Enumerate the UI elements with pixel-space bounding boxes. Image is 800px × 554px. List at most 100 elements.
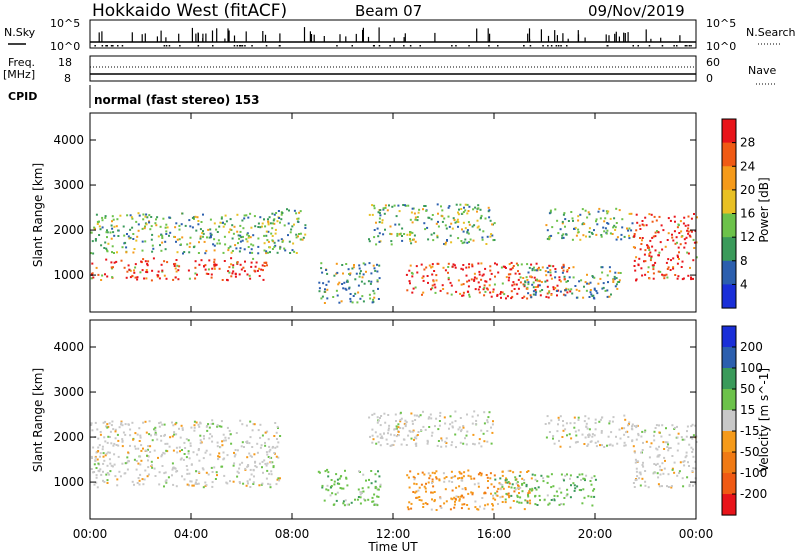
scatter-cell (415, 265, 418, 268)
scatter-cell (546, 229, 549, 232)
scatter-cell (578, 289, 581, 292)
scatter-cell (633, 233, 636, 235)
scatter-cell (481, 236, 484, 239)
scatter-cell (253, 475, 255, 478)
scatter-cell (488, 209, 491, 212)
scatter-cell (588, 296, 591, 298)
scatter-cell (245, 238, 248, 241)
scatter-cell (476, 210, 478, 213)
scatter-cell (196, 216, 199, 219)
scatter-cell (352, 295, 355, 297)
scatter-cell (516, 494, 519, 497)
scatter-cell (384, 204, 387, 207)
scatter-cell (104, 420, 107, 423)
scatter-cell (431, 491, 434, 494)
scatter-cell (239, 230, 242, 233)
scatter-cell (475, 277, 478, 280)
scatter-cell (486, 421, 489, 424)
scatter-cell (127, 451, 130, 454)
scatter-cell (508, 494, 511, 497)
scatter-cell (684, 456, 687, 459)
scatter-cell (124, 423, 127, 426)
scatter-cell (395, 435, 398, 438)
scatter-cell (556, 430, 559, 433)
scatter-cell (635, 426, 638, 429)
scatter-cell (267, 223, 270, 226)
scatter-cell (411, 231, 414, 234)
scatter-cell (632, 246, 635, 249)
scatter-cell (561, 267, 564, 269)
scatter-cell (644, 249, 647, 252)
scatter-cell (133, 271, 136, 274)
scatter-cell (327, 471, 330, 474)
scatter-cell (461, 228, 463, 231)
scatter-cell (448, 480, 451, 483)
scatter-cell (687, 232, 690, 235)
scatter-cell (447, 206, 450, 209)
scatter-cell (550, 293, 553, 296)
scatter-cell (624, 418, 627, 421)
scatter-cell (399, 232, 402, 235)
scatter-cell (510, 261, 513, 264)
scatter-cell (320, 267, 323, 270)
scatter-cell (633, 265, 636, 267)
scatter-cell (496, 494, 499, 497)
scatter-cell (350, 501, 353, 504)
scatter-cell (462, 283, 465, 286)
scatter-cell (184, 447, 187, 449)
scatter-cell (362, 490, 365, 493)
scatter-cell (95, 481, 98, 484)
scatter-cell (426, 440, 429, 443)
scatter-cell (671, 424, 674, 427)
search-dot (197, 45, 200, 47)
scatter-cell (369, 435, 371, 438)
scatter-cell (689, 235, 692, 238)
scatter-cell (564, 294, 567, 297)
scatter-cell (568, 267, 571, 269)
scatter-cell (114, 475, 117, 478)
scatter-cell (562, 503, 565, 506)
scatter-cell (116, 251, 118, 254)
scatter-cell (158, 422, 161, 425)
scatter-cell (460, 430, 462, 433)
scatter-cell (641, 274, 644, 277)
scatter-cell (447, 262, 450, 265)
scatter-cell (376, 279, 379, 282)
scatter-cell (491, 503, 494, 505)
scatter-cell (468, 241, 470, 243)
scatter-cell (451, 441, 454, 444)
scatter-cell (424, 428, 427, 431)
scatter-cell (390, 240, 393, 243)
scatter-cell (451, 489, 454, 492)
scatter-cell (261, 225, 263, 228)
y-tick-label: 3000 (53, 385, 84, 399)
scatter-cell (688, 465, 690, 467)
scatter-cell (264, 441, 266, 444)
scatter-cell (194, 260, 197, 263)
scatter-cell (685, 435, 688, 438)
scatter-cell (409, 231, 411, 233)
scatter-cell (338, 301, 341, 304)
scatter-cell (417, 211, 420, 214)
scatter-cell (673, 461, 676, 464)
scatter-cell (674, 242, 677, 245)
scatter-cell (137, 447, 140, 450)
scatter-cell (191, 484, 194, 487)
colorbar-tick-label: 100 (740, 361, 763, 375)
scatter-cell (226, 454, 229, 457)
scatter-cell (531, 487, 534, 490)
scatter-cell (174, 276, 177, 279)
scatter-cell (165, 449, 168, 452)
scatter-cell (271, 239, 274, 242)
scatter-cell (337, 283, 340, 286)
scatter-cell (459, 495, 462, 498)
colorbar-swatch (722, 189, 736, 215)
scatter-cell (387, 414, 390, 416)
scatter-cell (376, 421, 379, 424)
scatter-cell (501, 282, 504, 285)
scatter-cell (681, 260, 684, 263)
scatter-cell (532, 286, 535, 289)
scatter-cell (92, 276, 95, 279)
scatter-cell (248, 452, 251, 455)
scatter-cell (371, 500, 374, 503)
